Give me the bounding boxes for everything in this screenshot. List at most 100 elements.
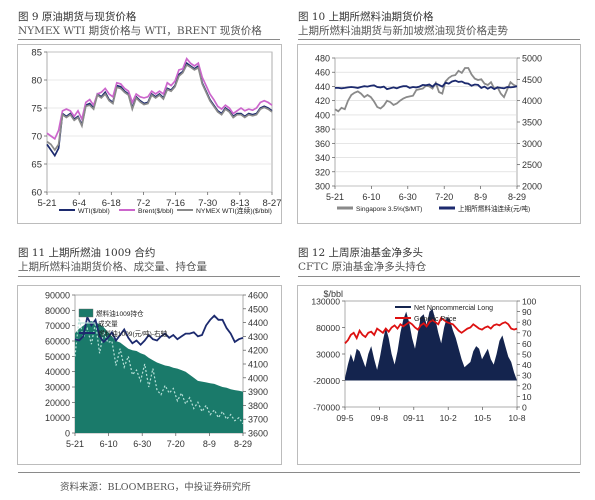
fig11-series-line-1: [74, 317, 244, 425]
fig10-ytick-label-left: 420: [315, 96, 330, 106]
fig11-ytick-label-right: 4100: [248, 360, 268, 370]
fig9-legend-label: Brent($/bbl): [138, 208, 174, 215]
fig10-ytick-label-left: 300: [315, 182, 330, 192]
fig9-rule: [18, 39, 280, 40]
fig12-xtick-label: 10-5: [474, 413, 491, 423]
fig11-ytick-label-left: 70000: [45, 321, 70, 331]
fig10-xtick-label: 8-9: [474, 192, 487, 202]
fig11-series-area-0: [75, 321, 243, 433]
fig11-ytick-label-right: 4600: [248, 291, 268, 301]
fig11-legend-label: 燃料油1009持仓: [96, 309, 144, 318]
fig11-title: 图 11 上期所燃油 1009 合约: [18, 247, 156, 259]
fig10-ytick-label-left: 380: [315, 125, 330, 135]
fig11-xtick-label: 8-29: [234, 439, 252, 449]
fig12-ylabel-left: $/bbl: [323, 289, 343, 299]
fig12-subtitle: CFTC 原油基金净多头持仓: [298, 261, 427, 273]
fig10-ytick-label-left: 460: [315, 68, 330, 78]
fig11-ytick-label-right: 4400: [248, 318, 268, 328]
fig9-ytick-label-left: 70: [31, 132, 42, 143]
fig12-series-area-0: [345, 308, 517, 381]
fig9-series-line-2: [46, 63, 273, 152]
fig9-ytick-label-left: 80: [31, 76, 42, 87]
fig12-legend-item: Net Noncommercial Long: [395, 305, 493, 312]
fig11-legend-item: 成交量: [79, 319, 118, 328]
fig10-ytick-label-right: 3000: [522, 139, 542, 149]
fig11-legend-item: 燃料油1009(元/吨)-右轴: [79, 329, 168, 338]
fig9-header: 图 9 原油期货与现货价格 NYMEX WTI 期货价格与 WTI，BRENT …: [18, 10, 262, 38]
fig9-legend-label: WTI($/bbl): [78, 208, 110, 215]
fig10-ytick-label-left: 440: [315, 82, 330, 92]
fig12-ytick-label-right: 60: [522, 339, 532, 349]
fig12-ytick-label-left: -20000: [313, 376, 340, 386]
fig12-xtick-label: 09-8: [371, 413, 388, 423]
fig9-xtick-label: 6-18: [102, 198, 121, 209]
fig10-ytick-label-right: 3500: [522, 118, 542, 128]
fig10-ytick-label-right: 4500: [522, 75, 542, 85]
fig11-header: 图 11 上期所燃油 1009 合约 上期所燃料油期货价格、成交量、持仓量: [18, 246, 207, 274]
fig12-xtick-label: 10-2: [440, 413, 457, 423]
fig12-xtick-label: 10-8: [508, 413, 525, 423]
fig12-chart: -70000 -20000 30000 80000 130000 010203040506…: [297, 285, 581, 465]
fig11-ytick-label-left: 0: [65, 429, 70, 439]
fig11-rule: [18, 276, 280, 277]
fig11-legend-swatch: [78, 308, 94, 318]
fig10-ytick-label-right: 2500: [522, 160, 542, 170]
fig11-ytick-label-left: 10000: [45, 413, 70, 423]
fig10-ytick-label-right: 5000: [522, 54, 542, 64]
fig9-xtick-label: 7-2: [137, 198, 151, 209]
fig10-ytick-label-left: 340: [315, 153, 330, 163]
fig10-ytick-label-right: 2000: [522, 182, 542, 192]
fig12-series-line-1: [344, 316, 518, 345]
fig9-ytick-label-left: 60: [31, 188, 42, 199]
fig12-ytick-label-left: 130000: [311, 297, 340, 307]
fig11-ytick-label-right: 3700: [248, 415, 268, 425]
fig12-ytick-label-right: 40: [522, 360, 532, 370]
fig10-ytick-label-left: 320: [315, 167, 330, 177]
fig11-legend-label: 成交量: [98, 319, 118, 328]
fig11-ytick-label-right: 3600: [248, 429, 268, 439]
fig11-ytick-label-left: 30000: [45, 383, 70, 393]
fig10-xtick-label: 6-10: [362, 192, 380, 202]
fig10-plot-area: [334, 57, 518, 187]
fig9-subtitle: NYMEX WTI 期货价格与 WTI，BRENT 现货价格: [18, 25, 262, 37]
fig10-ytick-label-left: 360: [315, 139, 330, 149]
fig10-title: 图 10 上期所燃料油期货价格: [298, 11, 434, 23]
fig9-legend-label: NYMEX WTI(连续)($/bbl): [196, 206, 272, 215]
fig12-ytick-label-left: -70000: [313, 403, 340, 413]
fig12-ytick-label-right: 70: [522, 328, 532, 338]
fig12-ytick-label-right: 30: [522, 371, 532, 381]
fig11-ytick-label-left: 20000: [45, 398, 70, 408]
fig11-ytick-label-right: 4000: [248, 373, 268, 383]
fig11-ytick-label-right: 4200: [248, 346, 268, 356]
fig9-plot-area: [46, 51, 273, 193]
fig12-xtick-label: 09-11: [403, 413, 425, 423]
fig11-ytick-label-left: 80000: [45, 306, 70, 316]
fig10-series-line-1: [335, 79, 518, 91]
fig10-legend-label: 上期所燃料油连续(元/吨): [458, 204, 530, 213]
fig12-ytick-label-right: 0: [522, 403, 527, 413]
fig11-ytick-label-right: 3800: [248, 401, 268, 411]
fig11-series-line-2: [74, 314, 244, 346]
fig12-title: 图 12 上周原油基金净多头: [298, 247, 424, 259]
fig9-ytick-label-left: 65: [31, 160, 42, 171]
fig10-header: 图 10 上期所燃料油期货价格 上期所燃料油期货与新加坡燃油现货价格走势: [298, 10, 508, 38]
fig9-xtick-label: 6-4: [72, 198, 86, 209]
fig10-xtick-label: 6-30: [399, 192, 417, 202]
fig11-legend-item: 燃料油1009持仓: [78, 308, 144, 318]
fig12-ytick-label-left: 80000: [316, 323, 340, 333]
fig11-xtick-label: 7-20: [167, 439, 185, 449]
fig11-subtitle: 上期所燃料油期货价格、成交量、持仓量: [18, 261, 207, 273]
fig11-ytick-label-right: 3900: [248, 387, 268, 397]
fig11-xtick-label: 6-10: [100, 439, 118, 449]
fig10-ytick-label-left: 400: [315, 110, 330, 120]
fig10-legend-label: Singapore 3.5%($/MT): [356, 206, 422, 213]
fig9-xtick-label: 8-27: [262, 198, 281, 209]
fig11-xtick-label: 8-9: [203, 439, 216, 449]
fig11-chart: 0 10000 20000 30000 40000 50000 60000 70000 8000…: [17, 285, 282, 465]
fig9-xtick-label: 8-13: [230, 198, 249, 209]
fig12-header: 图 12 上周原油基金净多头 CFTC 原油基金净多头持仓: [298, 246, 426, 274]
fig10-chart: 300 320 340 360 380 400 420 440 460 480 2000 2500 30…: [297, 44, 581, 224]
fig11-ytick-label-right: 4500: [248, 304, 268, 314]
fig12-ytick-label-right: 10: [522, 392, 532, 402]
fig9-ytick-label-left: 85: [31, 48, 42, 59]
